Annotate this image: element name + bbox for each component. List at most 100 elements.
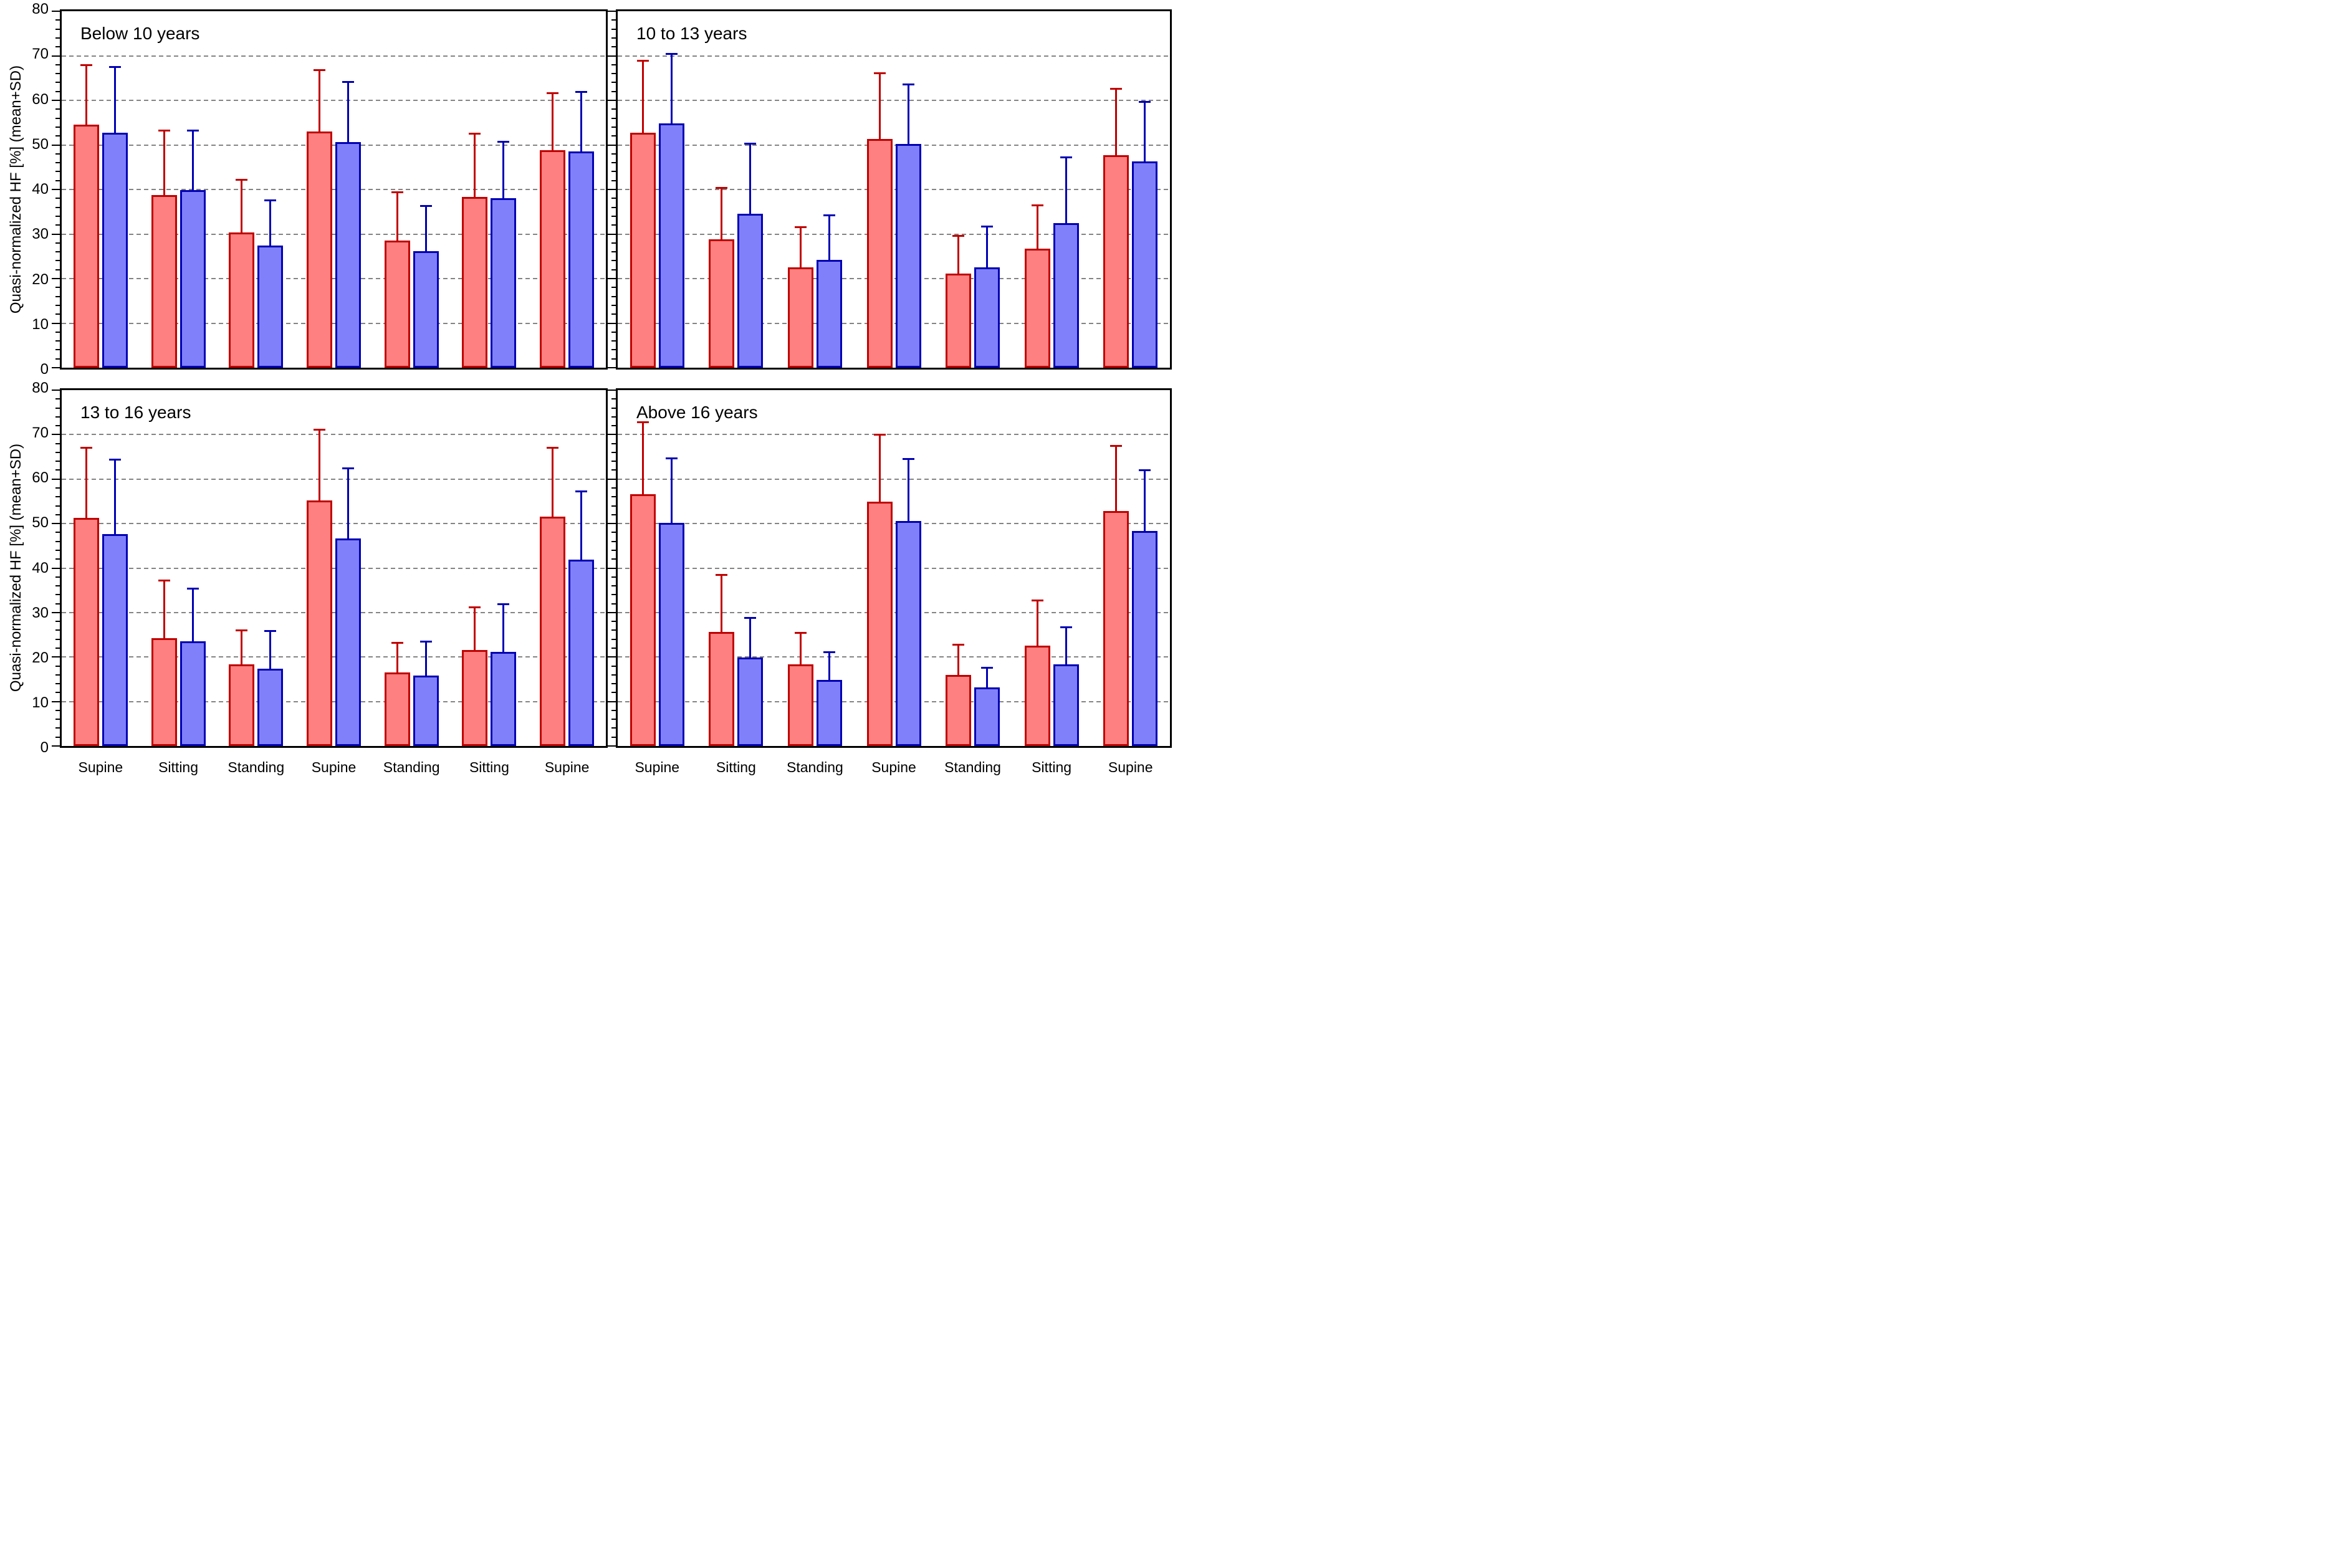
y-minor-tick [611,487,616,489]
error-bar-red [552,447,554,517]
error-bar-blue [828,215,830,260]
y-minor-tick [55,126,60,128]
x-category-label: Sitting [1032,759,1072,775]
error-cap-blue [264,630,277,633]
bar-red-supine [866,138,893,368]
x-category-label: Standing [944,759,1001,775]
error-cap-red [1031,204,1043,207]
y-minor-tick [55,19,60,21]
y-major-tick [52,11,60,12]
error-bar-red [641,421,644,495]
error-cap-red [873,72,886,74]
bar-red-supine [540,150,566,368]
y-minor-tick [611,269,616,270]
gridline [62,478,606,480]
y-major-tick [608,189,616,190]
x-category-label: Standing [228,759,285,775]
gridline [62,189,606,190]
bar-red-supine [307,131,332,368]
panel-title: Below 10 years [80,24,200,43]
y-minor-tick [55,727,60,729]
y-minor-tick [55,451,60,453]
bar-blue-supine [335,538,361,746]
error-cap-blue [744,143,757,145]
y-minor-tick [55,153,60,155]
error-cap-blue [108,65,121,68]
error-cap-blue [342,467,354,469]
error-bar-blue [670,458,673,523]
error-cap-red [547,447,559,449]
error-bar-red [396,192,398,241]
bar-blue-sitting [491,651,517,746]
y-minor-tick [55,171,60,173]
y-minor-tick [55,37,60,39]
error-bar-red [1115,446,1118,512]
bar-red-supine [540,517,566,746]
error-cap-blue [575,90,588,93]
y-tick-label: 70 [32,424,49,442]
y-minor-tick [611,331,616,333]
y-major-tick [608,11,616,12]
bar-blue-supine [102,133,128,368]
y-minor-tick [55,461,60,462]
y-minor-tick [55,585,60,587]
bar-red-sitting [462,649,488,746]
bar-blue-standing [413,675,439,746]
bar-red-sitting [1024,645,1050,746]
y-minor-tick [55,64,60,65]
y-minor-tick [611,674,616,676]
bar-blue-standing [816,259,842,368]
y-minor-tick [55,295,60,297]
y-minor-tick [55,407,60,409]
gridline [618,100,1170,101]
bar-red-sitting [709,239,735,368]
y-minor-tick [611,514,616,515]
bar-blue-standing [257,246,284,368]
error-bar-red [474,606,476,650]
y-minor-tick [55,719,60,720]
y-minor-tick [55,73,60,75]
error-bar-blue [1065,156,1067,223]
error-bar-red [957,235,960,274]
y-minor-tick [55,558,60,560]
y-minor-tick [611,647,616,649]
y-minor-tick [55,340,60,342]
y-minor-tick [611,719,616,720]
y-minor-tick [611,198,616,199]
error-cap-blue [823,651,835,654]
error-bar-red [474,133,476,198]
y-minor-tick [611,461,616,462]
y-minor-tick [611,398,616,400]
gridline [618,700,1170,702]
y-major-tick [52,233,60,235]
y-minor-tick [611,153,616,155]
y-minor-tick [611,727,616,729]
y-minor-tick [611,242,616,244]
error-bar-red [1036,205,1038,249]
y-minor-tick [611,692,616,694]
y-minor-tick [55,358,60,360]
error-cap-blue [1139,101,1151,103]
error-cap-blue [902,457,914,460]
x-category-label: Sitting [469,759,509,775]
error-cap-blue [186,129,199,131]
error-bar-red [721,575,723,632]
bar-blue-supine [1132,161,1158,368]
bar-blue-supine [568,151,595,368]
x-category-label: Supine [871,759,916,775]
x-category-label: Standing [787,759,843,775]
y-major-tick [608,233,616,235]
x-category-label: Supine [635,759,680,775]
y-minor-tick [611,469,616,471]
error-bar-red [319,429,320,501]
y-minor-tick [611,540,616,542]
y-major-tick [608,144,616,146]
gridline [618,611,1170,613]
error-bar-red [552,92,554,151]
y-tick-label: 70 [32,45,49,63]
y-tick-label: 0 [40,739,49,756]
x-category-label: Sitting [158,759,199,775]
error-cap-red [547,92,559,94]
error-bar-blue [347,81,349,143]
error-bar-red [396,642,398,673]
